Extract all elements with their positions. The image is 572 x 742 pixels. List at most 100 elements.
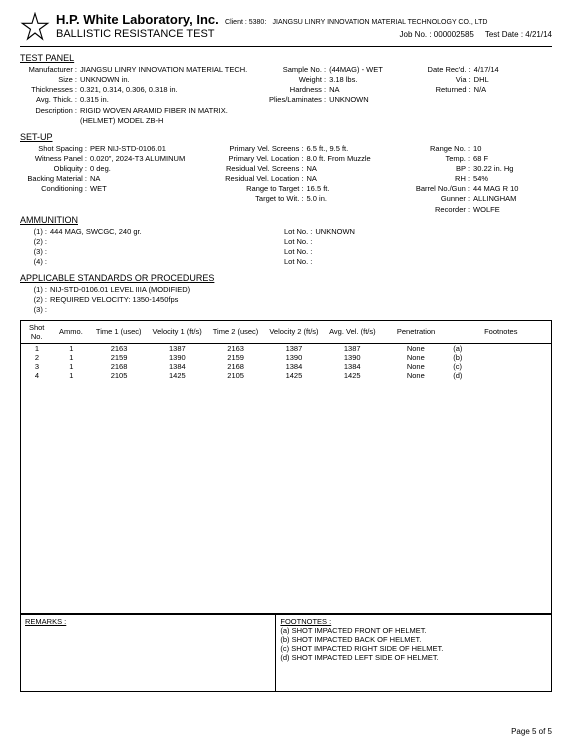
table-cell: (c): [450, 362, 551, 371]
description-2: (HELMET) MODEL ZB-H: [80, 116, 163, 126]
manufacturer-label: Manufacturer :: [20, 65, 80, 75]
section-ammo: AMMUNITION: [20, 215, 552, 225]
table-cell: 1390: [323, 353, 381, 362]
client-label: Client : 5380:: [225, 19, 266, 26]
temp-label: Temp. :: [403, 154, 473, 164]
bp: 30.22 in. Hg: [473, 164, 513, 174]
desc-label: Description :: [20, 106, 80, 116]
table-cell: None: [381, 353, 450, 362]
barrel: 44 MAG R 10: [473, 184, 518, 194]
sample-no: (44MAG) - WET: [329, 65, 383, 75]
table-cell: 1384: [265, 362, 323, 371]
conditioning: WET: [90, 184, 107, 194]
ammo-grid: (1) :444 MAG, SWCGC, 240 gr. (2) : (3) :…: [20, 227, 552, 268]
size-label: Size :: [20, 75, 80, 85]
gunner: ALLINGHAM: [473, 194, 516, 204]
returned-label: Returned :: [414, 85, 474, 95]
table-cell: 2105: [90, 371, 148, 380]
footnote-b: (b) SHOT IMPACTED BACK OF HELMET.: [280, 635, 547, 644]
test-date-label: Test Date :: [485, 30, 523, 39]
header-divider: [20, 46, 552, 47]
table-cell: 1384: [323, 362, 381, 371]
sample-label: Sample No. :: [254, 65, 329, 75]
rh: 54%: [473, 174, 488, 184]
th-ammo: Ammo.: [52, 320, 89, 343]
table-body: 1121631387216313871387None(a)21215913902…: [21, 344, 551, 380]
table-cell: None: [381, 344, 450, 353]
backing: NA: [90, 174, 100, 184]
lot1: UNKNOWN: [315, 227, 355, 237]
footnote-a: (a) SHOT IMPACTED FRONT OF HELMET.: [280, 626, 547, 635]
th-shot: Shot No.: [21, 320, 53, 343]
rtt-label: Range to Target :: [212, 184, 307, 194]
th-foot: Footnotes: [451, 320, 552, 343]
table-cell: 2168: [206, 362, 264, 371]
pvs: 6.5 ft., 9.5 ft.: [307, 144, 349, 154]
plies: UNKNOWN: [329, 95, 369, 105]
table-cell: 1387: [323, 344, 381, 353]
table-cell: (a): [450, 344, 551, 353]
footnotes-box: FOOTNOTES : (a) SHOT IMPACTED FRONT OF H…: [275, 614, 552, 692]
section-test-panel: TEST PANEL: [20, 53, 552, 63]
remarks-title: REMARKS :: [25, 617, 66, 626]
thick-label: Thicknesses :: [20, 85, 80, 95]
table-cell: None: [381, 371, 450, 380]
std2-label: (2) :: [20, 295, 50, 305]
client-name: JIANGSU LINRY INNOVATION MATERIAL TECHNO…: [273, 19, 488, 26]
gunner-label: Gunner :: [403, 194, 473, 204]
table-cell: 1390: [265, 353, 323, 362]
ttw-label: Target to Wit. :: [212, 194, 307, 204]
std3-label: (3) :: [20, 305, 50, 315]
table-cell: 1387: [148, 344, 206, 353]
table-header-row: Shot No. Ammo. Time 1 (usec) Velocity 1 …: [21, 320, 552, 343]
size: UNKNOWN in.: [80, 75, 130, 85]
th-avg: Avg. Vel. (ft/s): [323, 320, 381, 343]
rvs: NA: [307, 164, 317, 174]
recorder: WOLFE: [473, 205, 500, 215]
thicknesses: 0.321, 0.314, 0.306, 0.318 in.: [80, 85, 178, 95]
ammo4-label: (4) :: [20, 257, 50, 267]
table-cell: 2168: [90, 362, 148, 371]
desc-blank: [20, 116, 80, 126]
page: H.P. White Laboratory, Inc. Client : 538…: [0, 0, 572, 742]
table-cell: 2159: [90, 353, 148, 362]
page-number: Page 5 of 5: [511, 727, 552, 736]
lot4-label: Lot No. :: [275, 257, 315, 267]
table-cell: 1425: [148, 371, 206, 380]
section-standards: APPLICABLE STANDARDS OR PROCEDURES: [20, 273, 552, 283]
date-recd: 4/17/14: [474, 65, 499, 75]
description-1: RIGID WOVEN ARAMID FIBER IN MATRIX.: [80, 106, 228, 116]
job-no: 000002585: [434, 30, 474, 39]
test-panel-grid: Manufacturer :JIANGSU LINRY INNOVATION M…: [20, 65, 552, 126]
table-cell: (b): [450, 353, 551, 362]
table-cell: 1384: [148, 362, 206, 371]
job-no-label: Job No. :: [400, 30, 432, 39]
range-to-target: 16.5 ft.: [307, 184, 330, 194]
table-cell: (d): [450, 371, 551, 380]
witness-panel: 0.020", 2024-T3 ALUMINUM: [90, 154, 185, 164]
table-cell: 2: [21, 353, 53, 362]
th-t1: Time 1 (usec): [90, 320, 148, 343]
standards-list: (1) :NIJ-STD-0106.01 LEVEL IIIA (MODIFIE…: [20, 285, 552, 315]
ammo3-label: (3) :: [20, 247, 50, 257]
manufacturer: JIANGSU LINRY INNOVATION MATERIAL TECH.: [80, 65, 247, 75]
pvs-label: Primary Vel. Screens :: [212, 144, 307, 154]
table-body-box: 1121631387216313871387None(a)21215913902…: [20, 344, 552, 614]
range-no-label: Range No. :: [403, 144, 473, 154]
table-row: 2121591390215913901390None(b): [21, 353, 551, 362]
test-date: 4/21/14: [525, 30, 552, 39]
lot2-label: Lot No. :: [275, 237, 315, 247]
table-cell: 2163: [206, 344, 264, 353]
table-cell: 1: [53, 362, 90, 371]
table-row: 3121681384216813841384None(c): [21, 362, 551, 371]
remarks-box: REMARKS :: [20, 614, 275, 692]
rvl-label: Residual Vel. Location :: [212, 174, 307, 184]
th-t2: Time 2 (usec): [206, 320, 264, 343]
table-cell: 1390: [148, 353, 206, 362]
obliquity: 0 deg.: [90, 164, 111, 174]
ammo2-label: (2) :: [20, 237, 50, 247]
table-cell: 1: [53, 344, 90, 353]
table-cell: 2159: [206, 353, 264, 362]
weight: 3.18 lbs.: [329, 75, 357, 85]
table-cell: 1425: [323, 371, 381, 380]
